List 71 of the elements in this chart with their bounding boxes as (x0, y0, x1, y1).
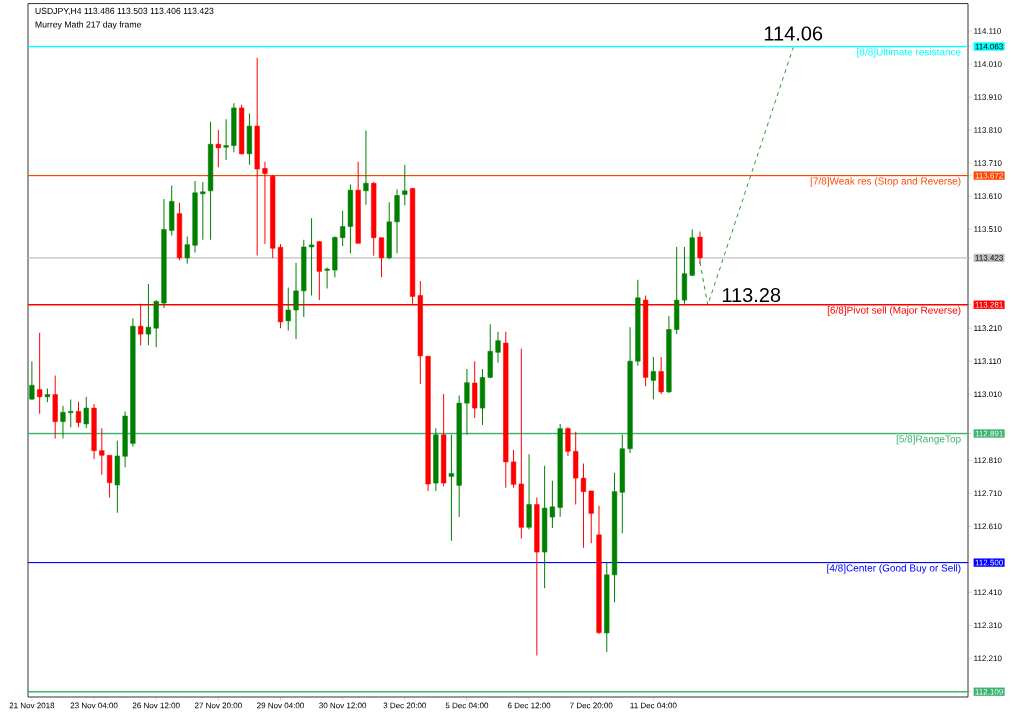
x-tick-label: 21 Nov 2018 (9, 702, 55, 709)
y-tick-label: 114.010 (974, 61, 1002, 67)
x-tick-label: 23 Nov 04:00 (70, 702, 118, 709)
candlestick (650, 356, 656, 400)
y-tick-label: 112.810 (974, 457, 1002, 464)
y-tick-label: 112.410 (974, 589, 1002, 596)
candlestick (363, 129, 369, 206)
candlestick (223, 118, 229, 161)
y-tick-label: 112.891 (975, 430, 1003, 437)
candlestick (658, 356, 664, 395)
y-tick-label: 113.710 (974, 160, 1002, 166)
candlestick (495, 331, 501, 364)
candlestick (697, 230, 703, 264)
y-tick-label: 112.310 (974, 622, 1002, 629)
y-tick-label: 113.210 (974, 325, 1002, 332)
x-tick-label: 7 Dec 20:00 (570, 702, 613, 709)
ref-line-label: [8/8]Ultimate resistance (857, 48, 961, 58)
y-tick-label: 112.210 (974, 655, 1002, 662)
candlestick (324, 266, 330, 290)
y-tick-label: 113.510 (974, 226, 1002, 232)
candlestick (37, 332, 43, 415)
candlestick (308, 217, 315, 296)
candlestick (184, 235, 190, 265)
candlestick (75, 401, 82, 428)
candlestick (99, 427, 105, 476)
x-tick-label: 30 Nov 12:00 (319, 702, 367, 709)
candlestick (293, 262, 299, 340)
candlestick (145, 283, 152, 346)
y-tick-label: 112.710 (974, 490, 1002, 497)
x-tick-label: 26 Nov 12:00 (132, 702, 180, 709)
y-tick-label: 113.423 (975, 255, 1003, 261)
candlestick (83, 396, 89, 429)
chart-title: USDJPY,H4 113.486 113.503 113.406 113.423 (35, 7, 214, 16)
candlestick (60, 405, 66, 439)
candlestick (68, 399, 74, 428)
candlestick (285, 287, 291, 331)
candlestick (402, 164, 408, 206)
candlestick (464, 368, 470, 436)
annotation: 114.06 (764, 26, 823, 41)
y-tick-label: 112.610 (974, 523, 1002, 530)
x-tick-label: 6 Dec 12:00 (507, 702, 551, 709)
y-tick-label: 113.610 (974, 193, 1002, 199)
y-tick-label: 114.063 (975, 43, 1003, 50)
text: Murrey Math 217 day frame (35, 21, 141, 30)
x-tick-label: 11 Dec 04:00 (630, 702, 677, 709)
y-tick-label: 113.672 (975, 172, 1003, 179)
y-tick-label: 113.910 (974, 94, 1002, 100)
ref-line-label: [7/8]Weak res (Stop and Reverse) (810, 177, 961, 187)
x-tick-label: 3 Dec 20:00 (383, 702, 427, 709)
ref-line-label: [4/8]Center (Good Buy or Sell) (827, 564, 961, 574)
y-tick-label: 113.810 (974, 127, 1002, 133)
candlestick (200, 181, 206, 241)
y-tick-label: 112.109 (975, 688, 1003, 695)
y-tick-label: 113.281 (975, 301, 1003, 308)
candlestick (588, 490, 594, 544)
x-tick-label: 5 Dec 04:00 (445, 702, 489, 709)
ref-line-label: [5/8]RangeTop (896, 435, 961, 445)
x-tick-label: 27 Nov 20:00 (194, 702, 242, 709)
y-tick-label: 113.010 (974, 391, 1002, 398)
y-tick-label: 113.110 (974, 358, 1002, 365)
candlestick (29, 360, 35, 401)
candlestick (565, 426, 571, 457)
candlestick (526, 453, 532, 531)
candlestick (448, 434, 454, 542)
y-tick-label: 112.500 (975, 559, 1003, 566)
y-tick-label: 114.110 (974, 28, 1002, 34)
annotation: 113.28 (722, 287, 781, 303)
candlestick (262, 161, 268, 245)
ref-line-label: [6/8]Pivot sell (Major Reverse) (827, 306, 961, 316)
candlestick (215, 129, 221, 168)
x-tick-label: 29 Nov 04:00 (257, 702, 304, 709)
